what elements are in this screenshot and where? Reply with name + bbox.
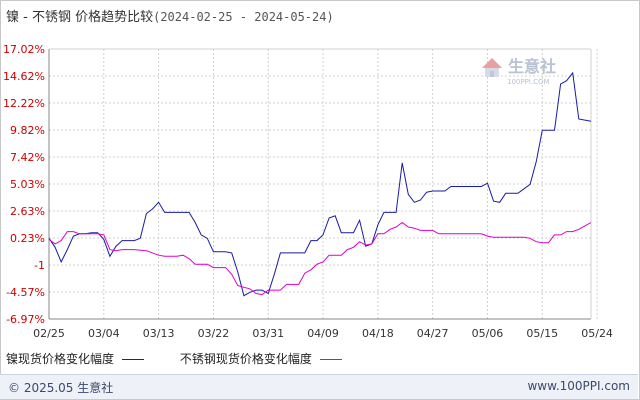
- x-tick-label: 05/24: [581, 327, 613, 340]
- x-tick-label: 04/09: [307, 327, 339, 340]
- y-tick-label: -1: [34, 259, 45, 272]
- x-tick-label: 03/13: [143, 327, 175, 340]
- series-line-nickel: [48, 71, 592, 297]
- x-tick-labels: 02/25 03/04 03/13 03/22 03/31 04/09 04/18 04/27…: [33, 327, 613, 340]
- x-tick-label: 04/27: [417, 327, 449, 340]
- x-tick-label: 05/15: [526, 327, 558, 340]
- y-tick-labels: 17.02% 14.62% 12.22% 9.82% 7.42% 5.03% 2.63% 0.…: [3, 43, 45, 326]
- legend: 镍现货价格变化幅度 不锈钢现货价格变化幅度: [6, 350, 374, 368]
- y-tick-label: 12.22%: [3, 97, 45, 110]
- y-tick-label: 7.42%: [10, 151, 45, 164]
- legend-label-stainless: 不锈钢现货价格变化幅度: [179, 352, 312, 366]
- y-tick-label: 17.02%: [3, 43, 45, 56]
- footer-copyright: © 2025.05 生意社: [8, 381, 114, 395]
- y-tick-label: 2.63%: [10, 205, 45, 218]
- y-tick-label: 0.23%: [10, 232, 45, 245]
- x-tick-label: 05/06: [472, 327, 504, 340]
- title-date-range: (2024-02-25 - 2024-05-24): [153, 10, 334, 24]
- x-tick-label: 02/25: [33, 327, 65, 340]
- y-tick-label: 5.03%: [10, 178, 45, 191]
- y-tick-label: -6.97%: [6, 313, 45, 326]
- footer-site-link[interactable]: www.100PPI.com: [527, 379, 630, 393]
- series-lines: [48, 71, 592, 297]
- house-icon: [482, 58, 502, 77]
- axes: [48, 48, 592, 320]
- watermark-url: 100PPI.COM: [507, 78, 550, 86]
- x-tick-label: 04/18: [362, 327, 394, 340]
- series-line-stainless: [48, 221, 592, 296]
- watermark-logo: 生意社 100PPI.COM: [482, 57, 556, 86]
- x-tick-label: 03/31: [252, 327, 284, 340]
- chart-title: 镍 - 不锈钢 价格趋势比较(2024-02-25 - 2024-05-24): [6, 6, 334, 25]
- y-tick-label: 9.82%: [10, 124, 45, 137]
- y-tick-label: 14.62%: [3, 70, 45, 83]
- grid-lines: [48, 48, 598, 320]
- legend-label-nickel: 镍现货价格变化幅度: [6, 352, 115, 366]
- legend-swatch-stainless: [319, 359, 342, 360]
- legend-entry-stainless: 不锈钢现货价格变化幅度: [180, 350, 348, 367]
- x-tick-label: 03/04: [88, 327, 120, 340]
- footer-bar: © 2025.05 生意社 www.100PPI.com: [0, 374, 638, 399]
- legend-entry-nickel: 镍现货价格变化幅度: [6, 350, 150, 367]
- watermark-brand: 生意社: [508, 57, 556, 76]
- legend-swatch-nickel: [122, 359, 145, 360]
- title-main: 镍 - 不锈钢 价格趋势比较: [6, 10, 154, 25]
- y-tick-label: -4.57%: [6, 286, 45, 299]
- x-tick-label: 03/22: [198, 327, 230, 340]
